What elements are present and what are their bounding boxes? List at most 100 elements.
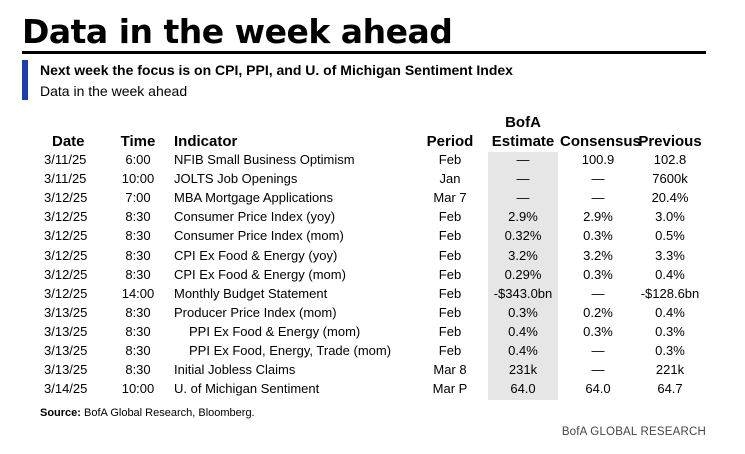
- cell-indicator: Consumer Price Index (yoy): [174, 209, 336, 225]
- cell-estimate: -$343.0bn: [493, 285, 553, 301]
- table-row: 3/13/25 8:30 Initial Jobless Claims Mar 8 23…: [0, 362, 745, 381]
- cell-indicator: NFIB Small Business Optimism: [174, 152, 355, 167]
- cell-previous: -$128.6bn: [640, 285, 700, 301]
- cell-date: 3/12/25: [44, 209, 88, 225]
- cell-indicator: JOLTS Job Openings: [174, 171, 298, 187]
- cell-indicator: U. of Michigan Sentiment: [174, 381, 320, 397]
- cell-estimate: 0.3%: [508, 304, 538, 320]
- cell-previous: 0.3%: [655, 323, 685, 339]
- cell-time: 8:30: [125, 362, 151, 378]
- cell-period: Feb: [438, 285, 462, 301]
- cell-consensus: —: [591, 171, 605, 187]
- cell-time: 8:30: [125, 343, 151, 358]
- cell-indicator: PPI Ex Food & Energy (mom): [189, 323, 361, 339]
- cell-previous: 221k: [655, 362, 685, 378]
- source-note: Source: BofA Global Research, Bloomberg.: [40, 407, 255, 419]
- cell-estimate: 0.4%: [508, 343, 538, 358]
- cell-date: 3/13/25: [44, 304, 88, 320]
- table-row: 3/12/25 8:30 CPI Ex Food & Energy (mom) Feb…: [0, 267, 745, 286]
- cell-period: Mar 7: [433, 190, 467, 206]
- cell-date: 3/14/25: [44, 381, 88, 397]
- header-previous: Previous: [638, 133, 702, 150]
- header-time: Time: [120, 133, 156, 150]
- cell-period: Feb: [438, 304, 462, 320]
- cell-date: 3/12/25: [44, 285, 88, 301]
- cell-period: Feb: [438, 152, 462, 167]
- cell-indicator: Initial Jobless Claims: [174, 362, 296, 378]
- cell-indicator: CPI Ex Food & Energy (yoy): [174, 247, 338, 263]
- cell-previous: 3.0%: [655, 209, 685, 225]
- cell-estimate: —: [516, 152, 530, 167]
- cell-time: 8:30: [125, 323, 151, 339]
- brand-footer: BofA GLOBAL RESEARCH: [561, 426, 706, 438]
- cell-estimate: 3.2%: [508, 247, 538, 263]
- header-estimate: Estimate: [491, 133, 555, 150]
- cell-date: 3/13/25: [44, 323, 88, 339]
- cell-consensus: 2.9%: [583, 209, 613, 225]
- table-row: 3/12/25 8:30 Consumer Price Index (yoy) Feb…: [0, 209, 745, 228]
- cell-estimate: 231k: [508, 362, 538, 378]
- page-title: Data in the week ahead: [22, 12, 453, 51]
- cell-estimate: 64.0: [510, 381, 536, 397]
- cell-date: 3/11/25: [44, 171, 87, 187]
- cell-period: Feb: [438, 209, 462, 225]
- cell-previous: 7600k: [652, 171, 688, 187]
- cell-date: 3/11/25: [44, 152, 87, 167]
- table-row: 3/14/25 10:00 U. of Michigan Sentiment Mar …: [0, 381, 745, 400]
- table-row: 3/11/25 10:00 JOLTS Job Openings Jan — — 7600k: [0, 171, 745, 190]
- subtitle: Next week the focus is on CPI, PPI, and …: [40, 62, 513, 78]
- cell-consensus: 0.3%: [583, 323, 613, 339]
- cell-time: 14:00: [121, 285, 155, 301]
- cell-period: Feb: [438, 247, 462, 263]
- cell-consensus: —: [591, 362, 605, 378]
- cell-previous: 0.4%: [655, 266, 685, 282]
- cell-time: 8:30: [125, 209, 151, 225]
- table-row: 3/12/25 8:30 Consumer Price Index (mom) Feb…: [0, 228, 745, 247]
- accent-bar: [22, 60, 28, 100]
- header-indicator: Indicator: [174, 133, 238, 150]
- cell-date: 3/12/25: [44, 266, 88, 282]
- table-row: 3/12/25 7:00 MBA Mortgage Applications Mar …: [0, 190, 745, 209]
- table-row: 3/13/25 8:30 PPI Ex Food, Energy, Trade (m…: [0, 343, 745, 362]
- cell-previous: 0.4%: [655, 304, 685, 320]
- cell-previous: 102.8: [653, 152, 687, 167]
- source-label: Source:: [40, 407, 81, 419]
- cell-previous: 20.4%: [651, 190, 689, 206]
- cell-time: 6:00: [125, 152, 151, 167]
- header-estimate-top: BofA: [505, 114, 541, 131]
- cell-date: 3/13/25: [44, 362, 88, 378]
- cell-consensus: —: [591, 343, 605, 358]
- cell-time: 10:00: [121, 171, 155, 187]
- cell-previous: 0.5%: [655, 228, 685, 244]
- cell-indicator: MBA Mortgage Applications: [174, 190, 333, 206]
- cell-date: 3/12/25: [44, 190, 88, 206]
- cell-time: 8:30: [125, 304, 151, 320]
- cell-time: 7:00: [125, 190, 151, 206]
- cell-indicator: PPI Ex Food, Energy, Trade (mom): [189, 343, 392, 358]
- cell-consensus: 0.3%: [583, 266, 613, 282]
- cell-period: Feb: [438, 266, 462, 282]
- cell-indicator: CPI Ex Food & Energy (mom): [174, 266, 346, 282]
- cell-indicator: Consumer Price Index (mom): [174, 228, 344, 244]
- table-row: 3/13/25 8:30 PPI Ex Food & Energy (mom) Feb…: [0, 324, 745, 343]
- cell-estimate: 0.29%: [504, 266, 542, 282]
- cell-consensus: 100.9: [581, 152, 615, 167]
- cell-time: 8:30: [125, 247, 151, 263]
- source-text: BofA Global Research, Bloomberg.: [80, 407, 255, 419]
- cell-previous: 64.7: [657, 381, 683, 397]
- cell-estimate: —: [516, 171, 530, 187]
- cell-consensus: 3.2%: [583, 247, 613, 263]
- cell-date: 3/13/25: [44, 343, 88, 358]
- table-row: 3/12/25 14:00 Monthly Budget Statement Feb -…: [0, 286, 745, 305]
- cell-consensus: 0.2%: [583, 304, 613, 320]
- table-row: 3/11/25 6:00 NFIB Small Business Optimism F…: [0, 152, 745, 171]
- estimate-column-shade: [488, 152, 558, 400]
- cell-period: Jan: [439, 171, 461, 187]
- cell-period: Feb: [438, 323, 462, 339]
- cell-consensus: —: [591, 190, 605, 206]
- table-row: 3/12/25 8:30 CPI Ex Food & Energy (yoy) Feb…: [0, 248, 745, 267]
- cell-estimate: 2.9%: [508, 209, 538, 225]
- header-date: Date: [52, 133, 85, 150]
- cell-previous: 0.3%: [655, 343, 685, 358]
- cell-consensus: —: [591, 285, 605, 301]
